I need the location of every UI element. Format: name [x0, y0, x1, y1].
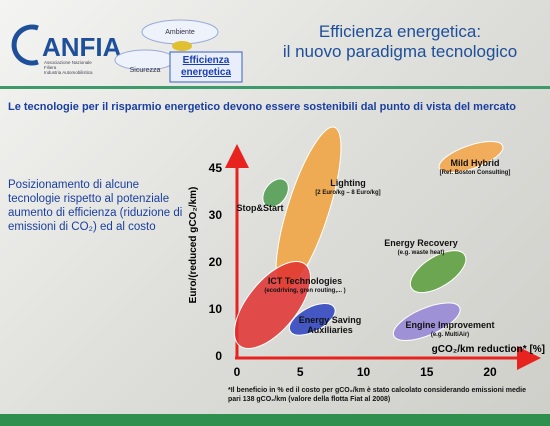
footer-strip [0, 414, 550, 426]
x-axis-label: gCO₂/km reduction* [%] [432, 344, 545, 355]
bubble-note: (e.g. waste heat) [397, 250, 445, 256]
logo-tagline: Associazione Nazionale Filiera Industria… [44, 60, 104, 75]
y-tick-label: 30 [209, 208, 223, 222]
side-text: Posizionamento di alcune tecnologie risp… [8, 179, 183, 233]
bubble-label: Mild Hybrid [Ref. Boston Consulting] [430, 158, 520, 178]
bubble-note: [2 Euro/kg – 8 Euro/kg] [315, 190, 381, 196]
x-tick-label: 10 [357, 365, 371, 379]
range-ellipse [288, 302, 336, 336]
x-tick-label: 5 [297, 365, 304, 379]
bubble-name: Mild Hybrid [450, 158, 500, 168]
tagline-line: Associazione Nazionale [44, 60, 92, 65]
y-axis-label: Euro/(reduced gCO₂/km) [188, 187, 199, 304]
diagram-label: Ambiente [165, 29, 195, 36]
bubble-name: ICT Technologies [267, 276, 343, 286]
bubble-name: Energy Saving Auxiliaries [298, 315, 362, 335]
title-line: il nuovo paradigma tecnologico [282, 42, 518, 61]
title-line: Efficienza energetica: [318, 22, 482, 41]
y-tick-label: 45 [209, 161, 223, 175]
bubble-label: Energy Saving Auxiliaries [290, 315, 370, 335]
diagram-box [169, 51, 243, 83]
title: Efficienza energetica: il nuovo paradigm… [260, 22, 540, 62]
x-tick-label: 20 [483, 365, 497, 379]
range-ellipse [262, 178, 289, 208]
car-icon [172, 41, 192, 51]
y-tick-label: 0 [215, 349, 222, 363]
bubble-name: Engine Improvement [405, 320, 495, 330]
bubble-name: Energy Recovery [384, 238, 458, 248]
bubble-name: Lighting [330, 178, 366, 188]
range-ellipse [392, 302, 461, 341]
x-tick-label: 15 [420, 365, 434, 379]
range-ellipse [409, 250, 467, 294]
range-ellipse [438, 141, 504, 174]
bubble-label: Stop&Start [230, 203, 290, 213]
y-tick-label: 20 [209, 255, 223, 269]
bubble-label: ICT Technologies (ecodriving, gren routin… [250, 276, 360, 296]
diagram-main: Efficienza energetica [180, 55, 232, 78]
diagram-label: Sicurezza [130, 67, 161, 74]
bubble-label: Engine Improvement (e.g. MultiAir) [395, 320, 505, 340]
x-tick-label: 0 [234, 365, 241, 379]
tagline-line: Industria Automobilistica [44, 70, 93, 75]
logo-mark [11, 24, 39, 66]
tagline-line: Filiera [44, 65, 57, 70]
header-rule [0, 86, 550, 89]
logo-name: ANFIA [42, 32, 122, 62]
footnote: *Il beneficio in % ed il costo per gCO₂/… [228, 387, 526, 403]
bubble-name: Stop&Start [236, 203, 284, 213]
subtitle: Le tecnologie per il risparmio energetic… [8, 101, 516, 113]
range-ellipse [233, 260, 312, 350]
y-tick-label: 10 [209, 302, 223, 316]
bubble-label: Energy Recovery (e.g. waste heat) [376, 238, 466, 258]
bubble-label: Lighting [2 Euro/kg – 8 Euro/kg] [313, 178, 383, 198]
bubble-note: (ecodriving, gren routing,... ) [264, 288, 346, 294]
bubble-note: [Ref. Boston Consulting] [439, 170, 511, 176]
bubble-note: (e.g. MultiAir) [430, 332, 470, 338]
